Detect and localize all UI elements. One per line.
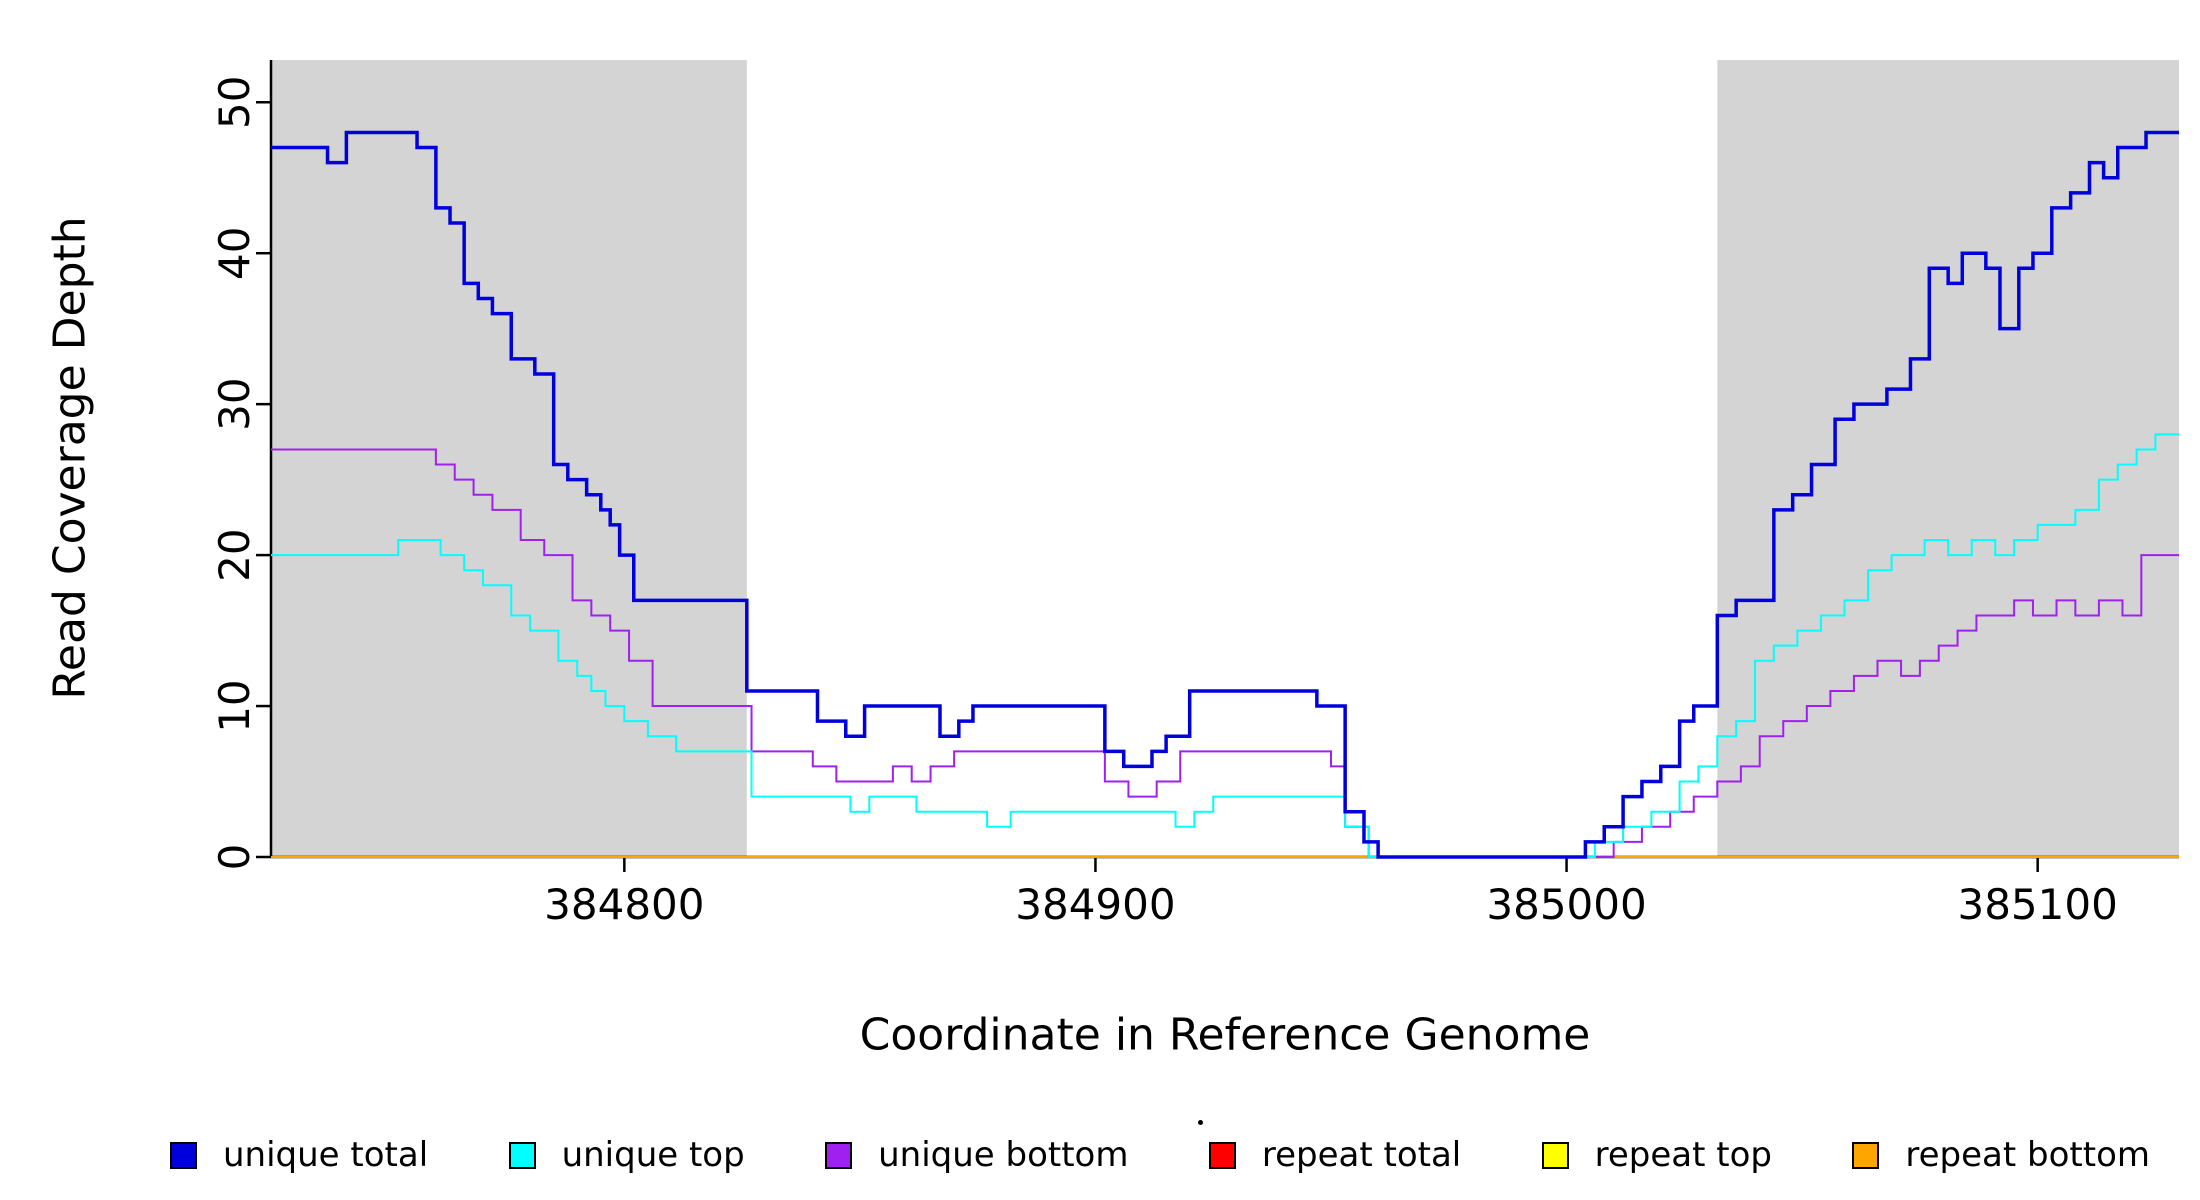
shaded-region <box>1717 60 2179 857</box>
x-tick-label: 385100 <box>1957 880 2117 929</box>
y-tick-label: 20 <box>210 528 259 581</box>
legend: unique total unique top unique bottom repea… <box>170 1125 2150 1185</box>
legend-item-repeat-bottom: repeat bottom <box>1852 1135 2150 1175</box>
series-line-unique-top <box>271 433 2179 858</box>
y-tick-label: 0 <box>210 844 259 871</box>
y-tick-label: 30 <box>210 377 259 430</box>
y-tick-label: 50 <box>210 76 259 129</box>
legend-label: repeat top <box>1594 1135 1772 1175</box>
legend-label: unique bottom <box>878 1135 1129 1175</box>
stray-dot-artifact <box>1198 1120 1203 1125</box>
legend-item-unique-total: unique total <box>170 1135 428 1175</box>
legend-swatch-repeat-total <box>1208 1141 1236 1169</box>
shaded-region <box>271 60 747 857</box>
x-axis-label: Coordinate in Reference Genome <box>859 1009 1591 1061</box>
legend-label: unique top <box>561 1135 745 1175</box>
y-axis-label: Read Coverage Depth <box>44 216 96 700</box>
x-tick-label: 385000 <box>1486 880 1646 929</box>
x-tick-label: 384800 <box>544 880 704 929</box>
legend-item-repeat-total: repeat total <box>1208 1135 1462 1175</box>
legend-item-unique-bottom: unique bottom <box>825 1135 1128 1175</box>
x-tick-label: 384900 <box>1015 880 1175 929</box>
legend-swatch-unique-bottom <box>825 1141 853 1169</box>
legend-swatch-repeat-bottom <box>1852 1141 1880 1169</box>
y-tick-label: 10 <box>210 679 259 732</box>
series-line-unique-total <box>271 130 2179 859</box>
coverage-plot-canvas: 384800 384900 385000 385100 0 10 20 30 40 50 <box>210 60 2179 929</box>
y-tick-label: 40 <box>210 226 259 279</box>
legend-label: unique total <box>223 1135 429 1175</box>
legend-item-unique-top: unique top <box>508 1135 745 1175</box>
legend-swatch-unique-total <box>170 1141 197 1169</box>
legend-item-repeat-top: repeat top <box>1541 1135 1772 1175</box>
legend-swatch-unique-top <box>508 1141 536 1169</box>
legend-label: repeat total <box>1261 1135 1462 1175</box>
legend-swatch-repeat-top <box>1541 1141 1569 1169</box>
legend-label: repeat bottom <box>1905 1135 2150 1175</box>
